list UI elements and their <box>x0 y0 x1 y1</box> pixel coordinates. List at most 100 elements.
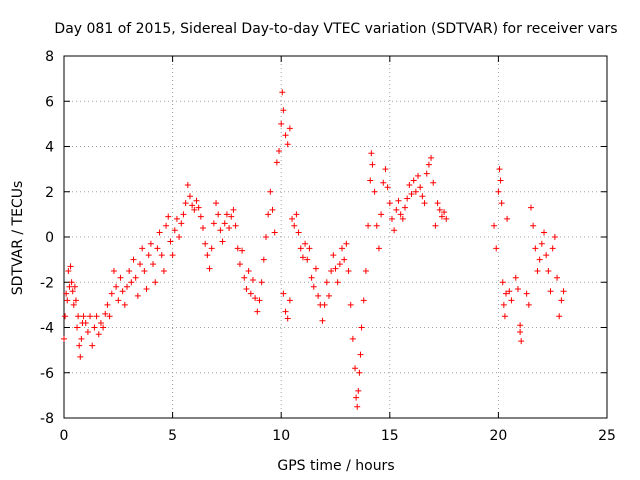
data-point <box>493 245 500 252</box>
y-axis-label: SDTVAR / TECUs <box>10 181 26 296</box>
data-point <box>193 197 200 204</box>
data-point <box>243 286 250 293</box>
y-tick-label: 4 <box>45 140 54 156</box>
data-point <box>332 265 339 272</box>
data-point <box>365 222 372 229</box>
data-point <box>234 245 241 252</box>
data-point <box>276 148 283 155</box>
data-point <box>558 297 565 304</box>
data-point <box>356 369 363 376</box>
data-point <box>299 254 306 261</box>
data-point <box>508 297 515 304</box>
data-point <box>236 261 243 268</box>
data-point <box>491 222 498 229</box>
data-point <box>545 267 552 274</box>
data-point <box>386 200 393 207</box>
data-point <box>141 267 148 274</box>
data-point <box>434 200 441 207</box>
data-point <box>117 274 124 281</box>
y-tick-label: 2 <box>45 185 54 201</box>
data-point <box>63 290 70 297</box>
data-point <box>184 181 191 188</box>
data-point <box>497 177 504 184</box>
x-tick-label: 20 <box>489 428 507 444</box>
data-point <box>189 202 196 209</box>
data-point <box>410 177 417 184</box>
data-point <box>369 161 376 168</box>
data-point <box>382 166 389 173</box>
data-point <box>371 188 378 195</box>
data-point <box>202 240 209 247</box>
data-point <box>412 188 419 195</box>
data-point <box>108 290 115 297</box>
data-point <box>97 319 104 326</box>
data-point <box>134 292 141 299</box>
data-point <box>213 200 220 207</box>
data-point <box>200 224 207 231</box>
data-point <box>315 292 322 299</box>
data-point <box>536 256 543 263</box>
data-point <box>302 240 309 247</box>
data-point <box>217 227 224 234</box>
data-point <box>210 220 217 227</box>
data-point <box>334 279 341 286</box>
plot-frame <box>63 55 608 419</box>
data-point <box>321 301 328 308</box>
data-point <box>538 240 545 247</box>
data-point <box>221 220 228 227</box>
data-point <box>165 213 172 220</box>
data-point <box>319 317 326 324</box>
data-point <box>204 252 211 259</box>
data-point <box>306 245 313 252</box>
data-point <box>115 297 122 304</box>
data-point <box>373 222 380 229</box>
data-point <box>254 308 261 315</box>
data-point <box>551 234 558 240</box>
data-point <box>532 245 539 252</box>
data-point <box>514 286 521 293</box>
data-point <box>354 403 361 410</box>
data-point <box>547 288 554 295</box>
data-point <box>436 206 443 213</box>
data-point <box>87 313 94 320</box>
data-point <box>384 184 391 191</box>
data-point <box>367 177 374 184</box>
data-point <box>503 290 510 297</box>
data-point <box>495 188 502 195</box>
data-point <box>391 227 398 234</box>
data-point <box>441 209 448 216</box>
data-point <box>130 256 137 263</box>
data-point <box>345 267 352 274</box>
data-point <box>219 238 226 245</box>
data-point <box>160 267 167 274</box>
data-point <box>91 324 98 331</box>
data-point <box>154 245 161 252</box>
data-point <box>280 290 287 297</box>
data-point <box>368 150 375 157</box>
data-point <box>70 301 77 308</box>
data-point <box>256 297 263 304</box>
data-point <box>278 120 285 127</box>
data-point <box>527 204 534 211</box>
data-point <box>297 245 304 252</box>
axes-layer: 0 5 10 15 20 25 -8 -6 -4 -2 0 2 4 6 8 <box>40 49 616 444</box>
data-point <box>150 261 157 268</box>
data-point <box>325 292 332 299</box>
data-point <box>286 297 293 304</box>
data-point <box>152 279 159 286</box>
data-point <box>173 215 180 222</box>
data-point <box>352 365 359 372</box>
data-point <box>358 324 365 331</box>
data-point <box>180 211 187 218</box>
data-point <box>239 247 246 254</box>
data-point <box>267 188 274 195</box>
data-point <box>186 193 193 200</box>
data-point <box>137 261 144 268</box>
data-point <box>71 283 78 290</box>
data-point <box>399 215 406 222</box>
y-tick-label: 6 <box>45 94 54 110</box>
data-point <box>241 274 248 281</box>
x-tick-label: 15 <box>381 428 399 444</box>
data-point <box>62 313 69 320</box>
data-point <box>415 172 422 179</box>
